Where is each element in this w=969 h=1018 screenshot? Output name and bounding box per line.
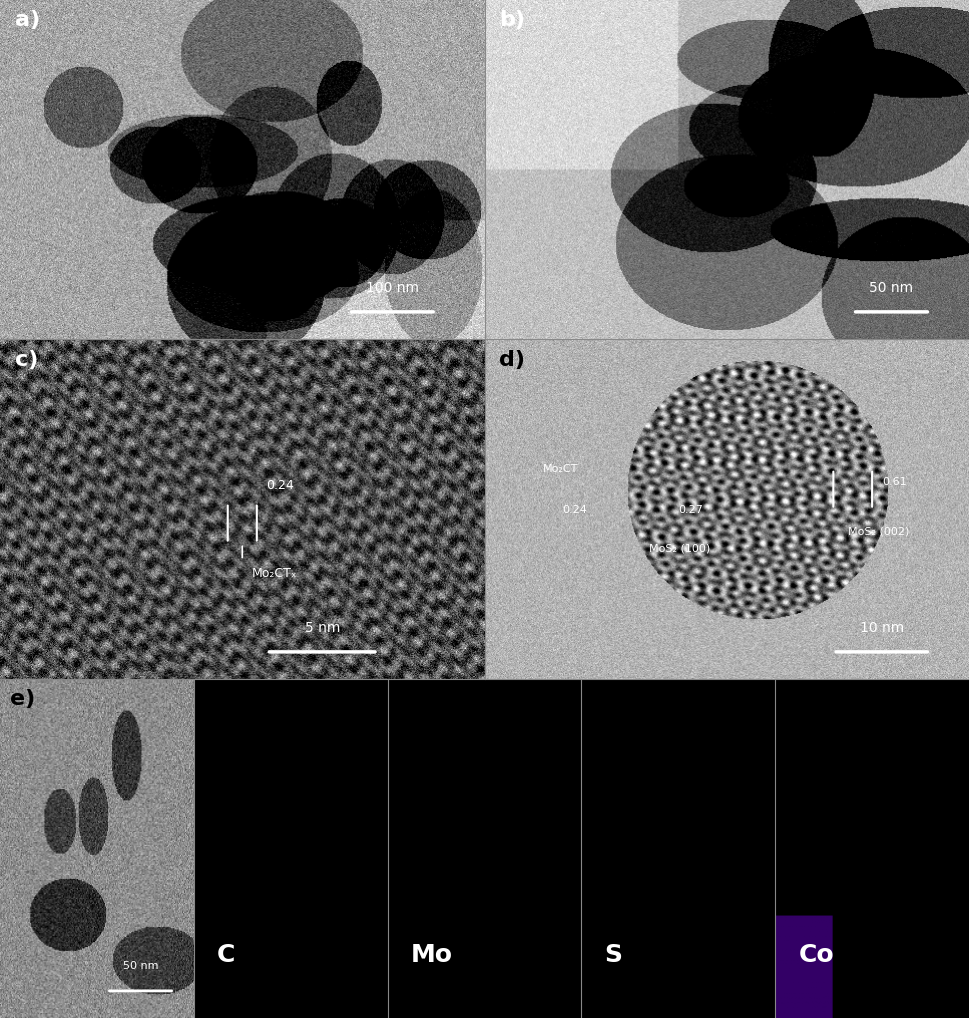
Text: 0.24: 0.24 — [266, 479, 295, 493]
Text: 10 nm: 10 nm — [860, 621, 904, 635]
Text: Mo₂CTₓ: Mo₂CTₓ — [252, 567, 297, 580]
Text: e): e) — [10, 689, 35, 710]
Text: d): d) — [499, 350, 525, 371]
Text: 0.27: 0.27 — [678, 505, 703, 514]
Text: 5 nm: 5 nm — [304, 621, 340, 635]
Text: MoS₂ (100): MoS₂ (100) — [649, 544, 710, 554]
Text: 0.61: 0.61 — [882, 477, 906, 488]
Text: 100 nm: 100 nm — [366, 281, 419, 295]
Text: a): a) — [15, 10, 40, 31]
Text: Mo₂CT: Mo₂CT — [543, 464, 578, 473]
Text: MoS₂ (002): MoS₂ (002) — [848, 526, 909, 536]
Text: C: C — [217, 943, 235, 967]
Text: 50 nm: 50 nm — [123, 961, 158, 970]
Text: Co: Co — [798, 943, 834, 967]
Text: c): c) — [15, 350, 38, 371]
Text: b): b) — [499, 10, 525, 31]
Text: 50 nm: 50 nm — [869, 281, 914, 295]
Text: S: S — [605, 943, 623, 967]
Text: Mo: Mo — [411, 943, 453, 967]
Text: 0.24: 0.24 — [562, 505, 587, 514]
